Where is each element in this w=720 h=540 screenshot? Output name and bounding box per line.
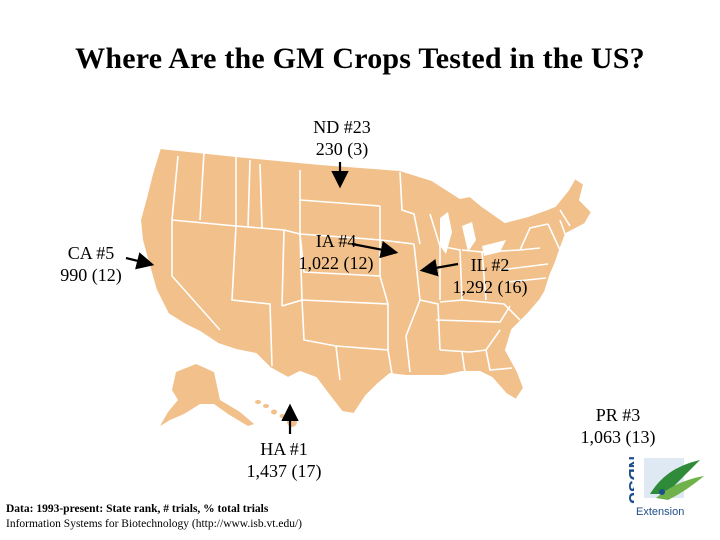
label-il-trials: 1,292 (16) <box>452 277 528 297</box>
label-il: IL #2 1,292 (16) <box>438 254 542 298</box>
extension-label: Extension <box>636 506 685 518</box>
label-ca: CA #5 990 (12) <box>46 242 136 286</box>
label-pr-rank: PR #3 <box>595 405 641 425</box>
label-nd: ND #23 230 (3) <box>298 116 386 160</box>
contiguous-us-shape <box>138 146 594 416</box>
label-nd-trials: 230 (3) <box>315 139 369 159</box>
label-ca-trials: 990 (12) <box>60 265 122 285</box>
label-ha: HA #1 1,437 (17) <box>232 438 336 482</box>
label-nd-rank: ND #23 <box>313 117 371 137</box>
great-lakes <box>440 212 506 256</box>
ndsu-extension-logo: NDSU Extension <box>612 452 716 524</box>
arrow-ca <box>125 252 155 270</box>
data-note-line: Data: 1993-present: State rank, # trials… <box>6 503 269 515</box>
ndsu-wordmark: NDSU <box>625 456 634 504</box>
ndsu-letters: NDSU <box>625 456 634 504</box>
label-pr-trials: 1,063 (13) <box>580 427 656 447</box>
arrow-il <box>419 259 459 277</box>
pointer-arrows <box>125 162 459 434</box>
label-ia-trials: 1,022 (12) <box>298 253 374 273</box>
label-il-rank: IL #2 <box>470 255 510 275</box>
alaska-shape <box>160 364 254 426</box>
label-ia-rank: IA #4 <box>315 231 357 251</box>
wheat-leaf-icon <box>644 458 704 500</box>
label-ha-rank: HA #1 <box>260 439 308 459</box>
arrow-ia <box>351 240 399 259</box>
label-pr: PR #3 1,063 (13) <box>566 404 670 448</box>
label-ca-rank: CA #5 <box>67 243 115 263</box>
label-ia: IA #4 1,022 (12) <box>284 230 388 274</box>
state-borders <box>171 151 571 381</box>
label-ha-trials: 1,437 (17) <box>246 461 322 481</box>
data-source-note: Data: 1993-present: State rank, # trials… <box>6 502 302 532</box>
source-note-line: Information Systems for Biotechnology (h… <box>6 518 302 530</box>
slide-title: Where Are the GM Crops Tested in the US? <box>75 42 645 75</box>
